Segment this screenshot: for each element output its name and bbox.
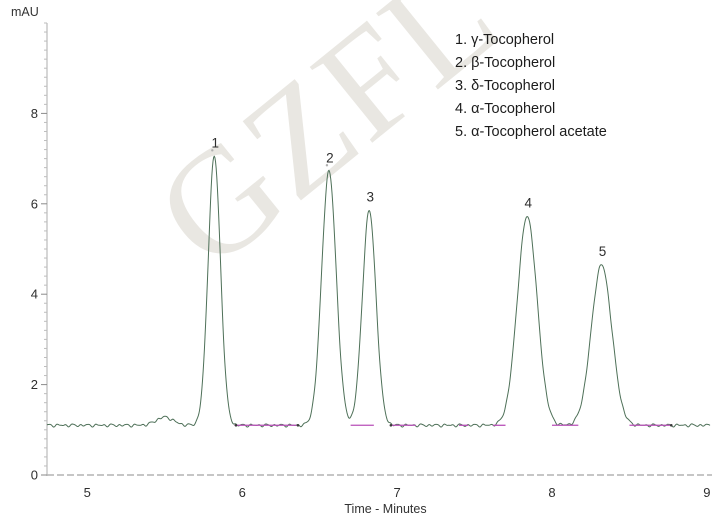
peak-label: 1 [212, 135, 220, 150]
y-tick-label: 6 [31, 196, 38, 211]
x-tick-label: 5 [84, 485, 91, 500]
x-tick-label: 9 [703, 485, 710, 500]
peak-label: 3 [366, 190, 374, 205]
integration-endpoint-dot [669, 423, 673, 427]
legend-item-number: 3. [455, 78, 468, 94]
peak-apex-dot [211, 149, 214, 152]
legend-item: 3. δ-Tocopherol [455, 75, 607, 98]
legend-item-name: α-Tocopherol [471, 101, 556, 117]
y-tick-label: 4 [31, 287, 38, 302]
x-tick-label: 6 [239, 485, 246, 500]
peak-label: 5 [599, 244, 607, 259]
peak-legend: 1. γ-Tocopherol 2. β-Tocopherol 3. δ-Tocopher… [455, 29, 607, 144]
y-tick-label: 8 [31, 106, 38, 121]
x-tick-label: 7 [393, 485, 400, 500]
peak-label: 2 [326, 150, 334, 165]
legend-item-number: 1. [455, 32, 468, 48]
legend-item-number: 5. [455, 124, 468, 140]
y-axis-title: mAU [11, 5, 39, 19]
legend-item-name: δ-Tocopherol [471, 78, 555, 94]
legend-item: 1. γ-Tocopherol [455, 29, 607, 52]
chromatogram-trace [46, 155, 711, 428]
legend-item-name: α-Tocopherol acetate [471, 124, 607, 140]
legend-item: 5. α-Tocopherol acetate [455, 121, 607, 144]
legend-item-number: 4. [455, 101, 468, 117]
integration-endpoint-dot [296, 423, 300, 427]
peak-apex-dot [325, 164, 329, 167]
integration-endpoint-dot [234, 423, 238, 427]
legend-item-name: γ-Tocopherol [471, 32, 555, 48]
legend-item-number: 2. [455, 55, 468, 71]
integration-endpoint-dot [389, 423, 393, 427]
legend-item: 4. α-Tocopherol [455, 98, 607, 121]
x-tick-label: 8 [548, 485, 555, 500]
legend-item-name: β-Tocopherol [471, 55, 556, 71]
peak-label: 4 [524, 195, 532, 210]
y-tick-label: 2 [31, 377, 38, 392]
legend-item: 2. β-Tocopherol [455, 52, 607, 75]
x-axis-title: Time - Minutes [344, 502, 427, 516]
y-tick-label: 0 [31, 468, 38, 483]
